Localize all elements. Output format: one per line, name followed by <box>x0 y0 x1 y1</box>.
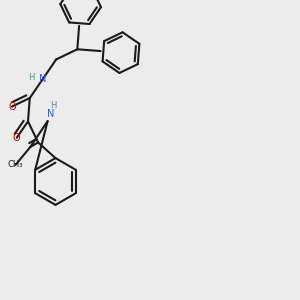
Text: N: N <box>39 74 47 84</box>
Text: CH₃: CH₃ <box>8 160 23 169</box>
Text: O: O <box>13 133 21 143</box>
Text: N: N <box>47 109 54 119</box>
Text: O: O <box>8 102 16 112</box>
Text: H: H <box>50 101 57 110</box>
Text: H: H <box>28 73 35 82</box>
